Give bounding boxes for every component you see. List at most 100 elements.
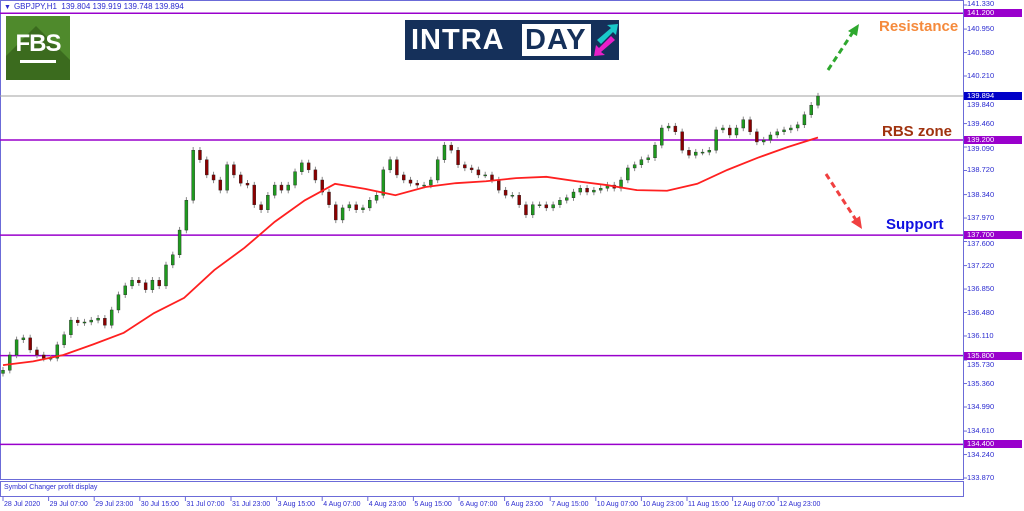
- candle: [35, 346, 39, 359]
- candle-body: [218, 179, 223, 191]
- candle-body: [666, 125, 671, 129]
- candle: [340, 204, 345, 224]
- candle: [211, 171, 216, 184]
- candle: [198, 147, 202, 163]
- candle: [259, 201, 263, 213]
- y-tick-label: 135.730: [967, 360, 995, 369]
- intraday-logo-text-1: INTRA: [411, 24, 505, 56]
- y-tick-label: 140.580: [967, 48, 995, 57]
- candle-body: [55, 344, 60, 359]
- candle-body: [177, 229, 182, 256]
- candle-body: [721, 127, 725, 131]
- y-tick-label: 134.990: [967, 402, 995, 411]
- candle: [232, 161, 236, 179]
- candle: [626, 164, 630, 184]
- y-tick-label: 140.950: [967, 24, 995, 33]
- candle: [252, 181, 256, 208]
- x-tick-label: 29 Jul 23:00: [95, 501, 134, 508]
- candle: [680, 128, 684, 154]
- y-tick-label: 139.460: [967, 119, 995, 128]
- candle-body: [415, 182, 419, 186]
- dropdown-triangle-icon[interactable]: ▼: [4, 4, 11, 11]
- candle: [123, 282, 127, 298]
- candle: [28, 334, 32, 354]
- candle-body: [184, 200, 189, 231]
- candle: [395, 156, 399, 179]
- candle-body: [748, 119, 752, 133]
- candle: [476, 166, 481, 179]
- candle: [272, 181, 277, 199]
- candle-body: [694, 151, 698, 156]
- candle-body: [510, 195, 515, 197]
- candle-body: [130, 279, 134, 287]
- candle-body: [809, 104, 813, 115]
- candle: [483, 171, 487, 179]
- rbs-zone-label: RBS zone: [882, 123, 953, 140]
- candle-body: [69, 319, 73, 335]
- y-tick-label: 137.600: [967, 239, 995, 248]
- candle-body: [361, 207, 365, 210]
- x-tick-label: 12 Aug 07:00: [733, 501, 775, 508]
- candle: [361, 204, 365, 213]
- candle: [408, 176, 413, 187]
- candle: [89, 316, 93, 326]
- candle: [374, 192, 379, 204]
- candle-body: [354, 204, 358, 210]
- candle-body: [320, 179, 324, 193]
- candle-body: [483, 174, 487, 177]
- x-tick-label: 6 Aug 23:00: [505, 501, 543, 508]
- candle-body: [82, 321, 87, 324]
- candle-body: [245, 182, 250, 186]
- y-tick-label: 139.840: [967, 100, 995, 109]
- candle-body: [578, 188, 582, 193]
- candle: [279, 181, 284, 194]
- y-tick-label: 138.340: [967, 190, 995, 199]
- y-tick-label: 136.110: [967, 331, 994, 340]
- y-tick-label: 137.220: [967, 261, 995, 270]
- x-tick-label: 7 Aug 15:00: [551, 501, 589, 508]
- candle: [205, 156, 209, 179]
- indicator-panel-frame: [0, 481, 964, 497]
- candle: [239, 171, 243, 187]
- candle: [191, 147, 195, 204]
- candle: [585, 185, 589, 196]
- candle-body: [198, 149, 202, 160]
- candle-body: [626, 167, 630, 181]
- y-tick-label: 139.090: [967, 144, 995, 153]
- candle: [354, 201, 358, 213]
- candle-body: [266, 195, 270, 210]
- candle: [449, 141, 453, 154]
- candle: [802, 111, 807, 129]
- candle-body: [524, 204, 528, 216]
- candle-body: [252, 184, 256, 205]
- candle-body: [35, 349, 39, 356]
- candle: [171, 251, 175, 269]
- candle-body: [28, 337, 32, 351]
- candle: [327, 188, 331, 208]
- candle-body: [456, 149, 460, 165]
- candle-body: [497, 179, 501, 191]
- candle: [517, 192, 521, 208]
- candle-body: [442, 144, 447, 160]
- candle: [558, 197, 562, 208]
- arrow-down-shaft: [824, 173, 858, 221]
- candle: [551, 201, 555, 212]
- candle-body: [395, 159, 399, 176]
- candle: [334, 201, 338, 224]
- candle-body: [334, 204, 338, 221]
- candle: [666, 122, 671, 132]
- candle-body: [21, 337, 26, 340]
- candle-body: [714, 129, 718, 151]
- y-tick-label: 137.970: [967, 213, 995, 222]
- x-tick-label: 28 Jul 2020: [4, 501, 41, 508]
- candle-body: [116, 294, 121, 311]
- candle: [537, 201, 542, 208]
- candle: [741, 116, 745, 132]
- candle-body: [279, 184, 284, 191]
- candle: [795, 121, 800, 132]
- y-tick-label: 135.360: [967, 379, 995, 388]
- candle-body: [14, 339, 19, 356]
- candle-body: [408, 179, 413, 184]
- candle-body: [598, 188, 603, 191]
- x-tick-label: 11 Aug 15:00: [688, 501, 729, 508]
